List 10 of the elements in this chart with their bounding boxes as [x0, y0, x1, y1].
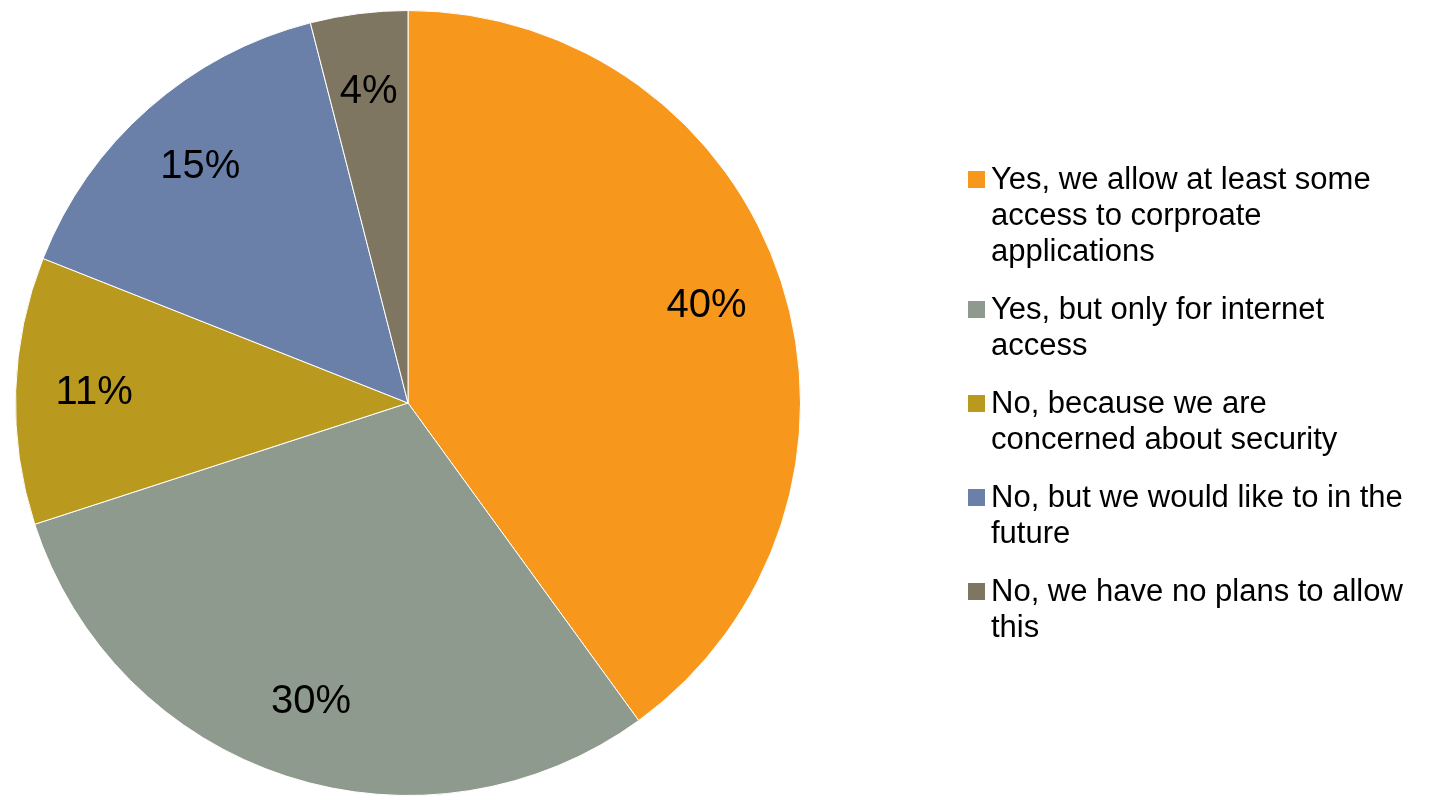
legend-label: No, but we would like to in the future — [991, 479, 1404, 551]
data-label: 40% — [666, 281, 747, 325]
data-label: 11% — [55, 368, 133, 413]
legend-label: No, because we are concerned about security — [991, 385, 1339, 457]
legend-label: No, we have no plans to allow this — [991, 573, 1404, 645]
data-label: 4% — [339, 66, 398, 111]
data-label: 30% — [270, 676, 351, 721]
legend-label: Yes, we allow at least some access to corproate applications — [991, 161, 1372, 269]
legend-label: Yes, but only for internet access — [991, 291, 1326, 363]
data-label: 15% — [160, 142, 241, 187]
